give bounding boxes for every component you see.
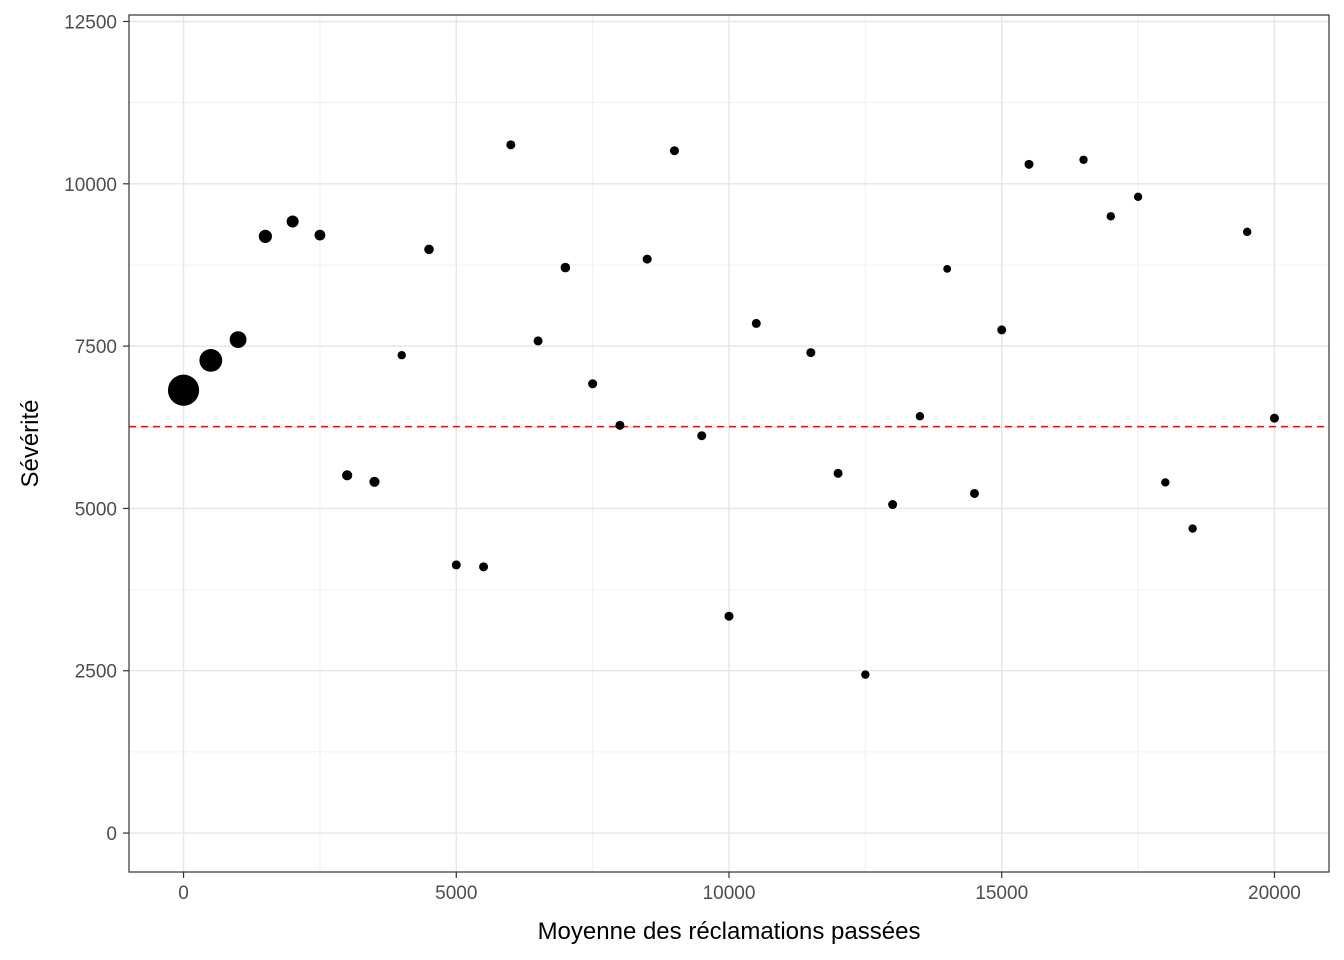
data-point bbox=[888, 500, 898, 510]
major-gridlines bbox=[129, 15, 1329, 872]
data-point bbox=[167, 374, 200, 406]
data-point bbox=[669, 146, 679, 156]
data-point bbox=[615, 420, 625, 430]
data-point bbox=[506, 140, 516, 150]
data-point bbox=[588, 379, 598, 389]
data-point bbox=[479, 562, 489, 572]
data-point bbox=[1079, 155, 1088, 164]
y-tick-label: 5000 bbox=[75, 499, 117, 520]
data-point bbox=[560, 262, 571, 273]
y-tick-label: 7500 bbox=[75, 337, 117, 358]
data-point bbox=[861, 670, 870, 679]
data-point bbox=[1242, 227, 1252, 237]
data-point bbox=[943, 264, 952, 273]
data-point bbox=[286, 215, 299, 228]
y-tick-label: 10000 bbox=[64, 175, 117, 196]
data-point bbox=[969, 488, 979, 498]
data-point bbox=[915, 412, 925, 421]
x-tick-label: 0 bbox=[178, 883, 189, 904]
data-point bbox=[806, 348, 816, 358]
data-point bbox=[258, 229, 272, 243]
data-point bbox=[724, 611, 734, 621]
y-axis-title: Sévérité bbox=[17, 399, 44, 487]
y-tick-label: 12500 bbox=[64, 12, 117, 33]
data-points bbox=[167, 140, 1279, 679]
data-point bbox=[229, 331, 247, 349]
data-point bbox=[369, 476, 380, 487]
data-point bbox=[1024, 159, 1034, 169]
y-tick-label: 0 bbox=[106, 824, 117, 845]
data-point bbox=[1269, 413, 1279, 423]
data-point bbox=[1106, 212, 1116, 221]
y-axis-ticks: 0 2500 5000 7500 10000 12500 bbox=[64, 12, 129, 845]
y-tick-label: 2500 bbox=[75, 662, 117, 683]
x-axis-title: Moyenne des réclamations passées bbox=[538, 918, 921, 945]
data-point bbox=[1188, 524, 1197, 533]
data-point bbox=[451, 560, 461, 570]
x-tick-label: 10000 bbox=[703, 883, 756, 904]
data-point bbox=[1161, 478, 1170, 487]
data-point bbox=[314, 229, 326, 241]
data-point bbox=[199, 348, 223, 372]
data-point bbox=[342, 470, 353, 481]
data-point bbox=[1133, 192, 1143, 201]
x-tick-label: 5000 bbox=[435, 883, 477, 904]
x-tick-label: 15000 bbox=[975, 883, 1028, 904]
data-point bbox=[997, 325, 1007, 335]
data-point bbox=[642, 254, 652, 264]
x-tick-label: 20000 bbox=[1248, 883, 1301, 904]
data-point bbox=[424, 244, 434, 255]
data-point bbox=[697, 431, 707, 441]
data-point bbox=[397, 351, 406, 360]
data-point bbox=[533, 336, 543, 346]
x-axis-ticks: 0 5000 10000 15000 20000 bbox=[178, 872, 1301, 904]
data-point bbox=[751, 318, 761, 328]
data-point bbox=[833, 468, 843, 478]
